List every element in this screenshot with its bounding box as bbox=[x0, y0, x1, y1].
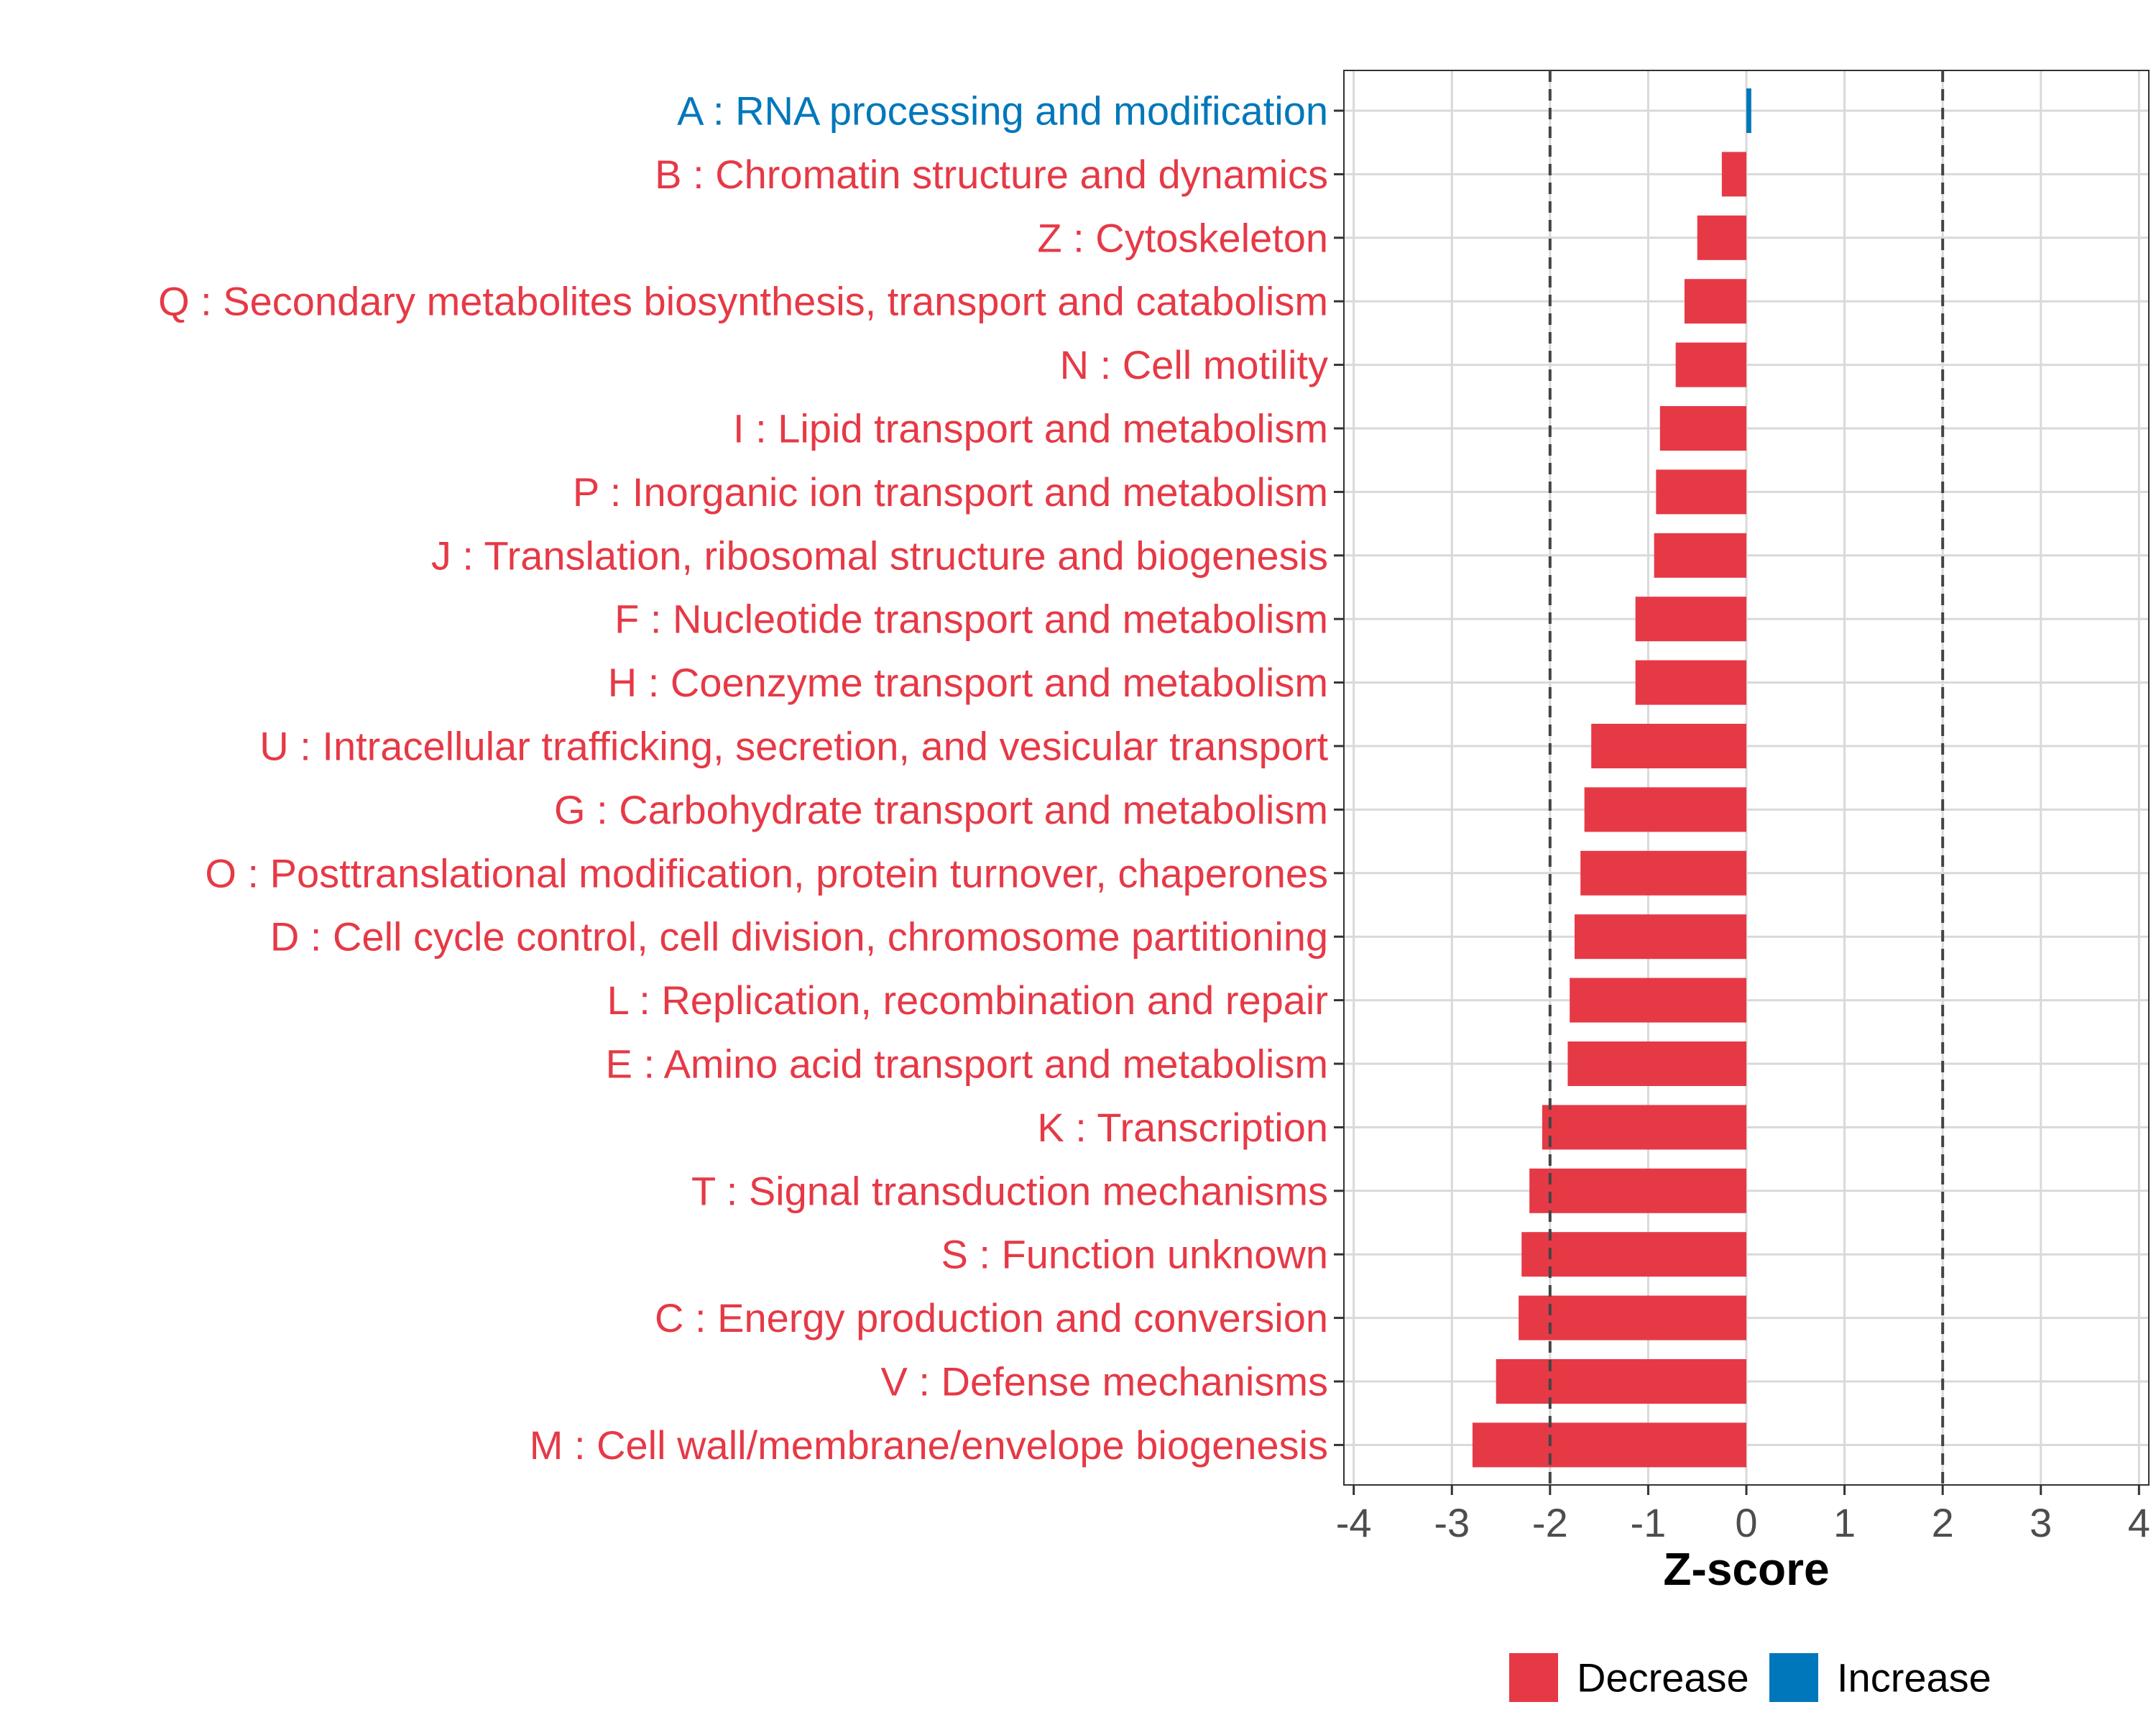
legend-swatch-decrease bbox=[1509, 1653, 1558, 1702]
y-tick-label: G : Carbohydrate transport and metabolis… bbox=[554, 787, 1328, 832]
y-tick-label: Z : Cytoskeleton bbox=[1037, 215, 1328, 260]
x-tick-label: 3 bbox=[2030, 1500, 2052, 1545]
bar-22 bbox=[1472, 1422, 1746, 1468]
legend-label-increase: Increase bbox=[1837, 1655, 1991, 1701]
x-tick-label: -3 bbox=[1434, 1500, 1470, 1545]
bar-15 bbox=[1570, 978, 1746, 1023]
bar-16 bbox=[1567, 1041, 1746, 1086]
bar-14 bbox=[1574, 914, 1746, 960]
y-tick-label: S : Function unknown bbox=[941, 1232, 1328, 1277]
y-tick-label: A : RNA processing and modification bbox=[677, 88, 1328, 134]
bar-9 bbox=[1635, 597, 1746, 642]
x-tick-label: 0 bbox=[1735, 1500, 1757, 1545]
x-tick-label: -4 bbox=[1336, 1500, 1372, 1545]
bar-10 bbox=[1635, 660, 1746, 705]
bar-18 bbox=[1529, 1168, 1746, 1213]
bar-17 bbox=[1542, 1105, 1746, 1150]
bar-1 bbox=[1746, 88, 1751, 133]
bar-11 bbox=[1591, 724, 1746, 768]
y-tick-label: T : Signal transduction mechanisms bbox=[691, 1168, 1328, 1213]
bars bbox=[1472, 88, 1751, 1468]
y-tick-label: I : Lipid transport and metabolism bbox=[733, 406, 1328, 451]
y-tick-label: J : Translation, ribosomal structure and… bbox=[431, 533, 1328, 578]
bar-13 bbox=[1580, 850, 1746, 896]
y-tick-label: C : Energy production and conversion bbox=[655, 1295, 1328, 1340]
y-tick-label: F : Nucleotide transport and metabolism bbox=[614, 597, 1328, 642]
x-tick-label: 4 bbox=[2128, 1500, 2150, 1545]
bar-21 bbox=[1496, 1359, 1746, 1404]
x-tick-label: 2 bbox=[1932, 1500, 1954, 1545]
y-tick-label: O : Posttranslational modification, prot… bbox=[205, 850, 1328, 896]
y-tick-label: L : Replication, recombination and repai… bbox=[607, 978, 1328, 1023]
x-tick-label: -2 bbox=[1532, 1500, 1568, 1545]
x-tick-label: -1 bbox=[1631, 1500, 1667, 1545]
y-tick-label: D : Cell cycle control, cell division, c… bbox=[270, 914, 1328, 960]
x-axis: -4 -3 -2 -1 0 1 2 3 4 bbox=[1336, 1485, 2150, 1545]
y-tick-label: V : Defense mechanisms bbox=[881, 1359, 1328, 1404]
bar-5 bbox=[1675, 342, 1746, 387]
x-axis-title: Z-score bbox=[1663, 1543, 1829, 1595]
bar-4 bbox=[1684, 279, 1746, 324]
y-tick-label: E : Amino acid transport and metabolism bbox=[606, 1041, 1328, 1087]
bar-12 bbox=[1584, 787, 1746, 832]
y-tick-label: P : Inorganic ion transport and metaboli… bbox=[573, 469, 1328, 515]
y-tick-label: N : Cell motility bbox=[1060, 342, 1328, 387]
y-axis: A : RNA processing and modification B : C… bbox=[158, 88, 1344, 1468]
bar-20 bbox=[1519, 1295, 1746, 1340]
y-tick-label: H : Coenzyme transport and metabolism bbox=[608, 660, 1328, 705]
x-tick-label: 1 bbox=[1833, 1500, 1856, 1545]
bar-2 bbox=[1721, 152, 1746, 197]
y-tick-label: B : Chromatin structure and dynamics bbox=[655, 152, 1328, 197]
bar-7 bbox=[1656, 469, 1746, 515]
y-tick-label: U : Intracellular trafficking, secretion… bbox=[259, 724, 1328, 769]
bar-3 bbox=[1697, 215, 1746, 260]
y-tick-label: Q : Secondary metabolites biosynthesis, … bbox=[158, 279, 1328, 324]
y-tick-label: M : Cell wall/membrane/envelope biogenes… bbox=[530, 1422, 1328, 1468]
y-tick-label: K : Transcription bbox=[1037, 1105, 1328, 1150]
legend-swatch-increase bbox=[1769, 1653, 1818, 1702]
bar-19 bbox=[1521, 1232, 1746, 1277]
legend-label-decrease: Decrease bbox=[1577, 1655, 1749, 1701]
legend: Decrease Increase bbox=[1509, 1653, 1991, 1702]
bar-6 bbox=[1659, 406, 1746, 451]
bar-8 bbox=[1654, 533, 1746, 578]
